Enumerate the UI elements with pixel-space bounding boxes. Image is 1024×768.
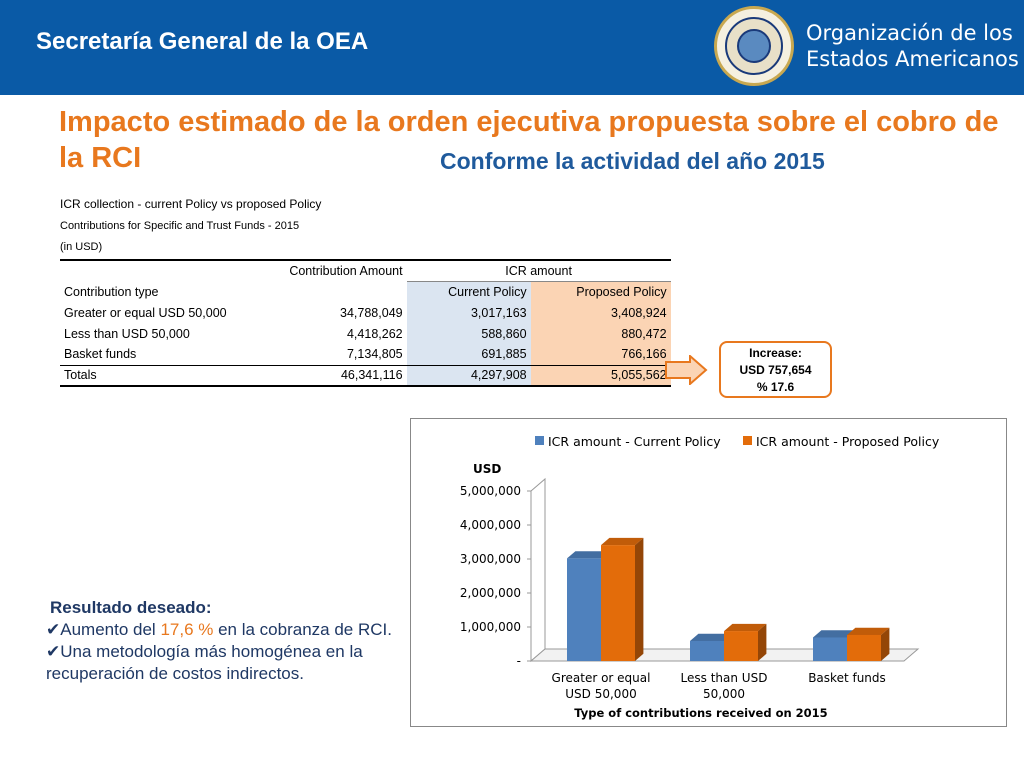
- result-item: ✔Aumento del 17,6 % en la cobranza de RC…: [46, 620, 392, 639]
- bar: [724, 631, 758, 661]
- bar: [601, 545, 635, 661]
- legend-label: ICR amount - Current Policy: [548, 434, 721, 449]
- result-item: ✔Una metodología más homogénea en la rec…: [46, 642, 363, 683]
- results-block: Resultado deseado: ✔Aumento del 17,6 % e…: [46, 597, 396, 685]
- right-arrow-icon: [665, 355, 708, 385]
- bar-top: [601, 537, 644, 546]
- x-tick-label: Basket funds: [808, 671, 886, 685]
- group-header-icr: ICR amount: [406, 259, 671, 282]
- page-title: Impacto estimado de la orden ejecutiva p…: [59, 106, 999, 174]
- table-row: Greater or equal USD 50,000 34,788,049 3…: [60, 302, 671, 323]
- col-header-type: Contribution type: [64, 284, 159, 299]
- icr-table: Contribution Amount ICR amount Contribut…: [60, 259, 671, 387]
- results-heading: Resultado deseado:: [50, 598, 212, 617]
- chart-frame: - 1,000,000 2,000,000 3,000,000 4,000,000 5,0…: [410, 418, 1007, 727]
- row-label: Basket funds: [64, 347, 137, 362]
- bar: [567, 558, 601, 661]
- y-tick-label: 1,000,000: [460, 620, 521, 634]
- table-subtitle: Contributions for Specific and Trust Fun…: [60, 220, 300, 232]
- org-name-line1: Organización de los: [806, 21, 1013, 45]
- row-current: 691,885: [406, 344, 531, 365]
- row-amount: 34,788,049: [340, 305, 403, 320]
- bar-top: [690, 633, 733, 641]
- org-name-line2: Estados Americanos: [806, 47, 1019, 71]
- col-header-proposed: Proposed Policy: [530, 281, 671, 302]
- x-tick-label: 50,000: [703, 687, 745, 701]
- increase-label: Increase:: [749, 346, 802, 360]
- oas-seal-logo: [714, 6, 794, 86]
- group-header-contribution: Contribution Amount: [230, 259, 407, 281]
- y-axis-label: USD: [473, 462, 501, 476]
- bar-side: [635, 537, 644, 661]
- y-tick-label: 4,000,000: [460, 518, 521, 532]
- x-tick-label: USD 50,000: [565, 687, 636, 701]
- y-tick-label: 2,000,000: [460, 586, 521, 600]
- bar-top: [567, 551, 610, 559]
- check-icon: ✔: [46, 620, 61, 639]
- y-tick-label: 5,000,000: [460, 484, 521, 498]
- page-subtitle: Conforme la actividad del año 2015: [440, 148, 825, 174]
- x-tick-label: Greater or equal: [552, 671, 651, 685]
- increase-amount: USD 757,654: [739, 363, 812, 377]
- table-group-header-row: Contribution Amount ICR amount: [60, 259, 671, 282]
- x-tick-label: Less than USD: [681, 671, 768, 685]
- legend-label: ICR amount - Proposed Policy: [756, 434, 940, 449]
- bar: [690, 640, 724, 661]
- row-proposed: 766,166: [530, 344, 671, 365]
- table-totals-row: Totals 46,341,116 4,297,908 5,055,562: [60, 364, 671, 387]
- row-proposed: 3,408,924: [530, 302, 671, 323]
- bar-side: [758, 623, 767, 661]
- row-amount: 7,134,805: [346, 347, 403, 362]
- totals-label: Totals: [60, 364, 231, 387]
- row-proposed: 880,472: [530, 323, 671, 344]
- org-name: Organización de los Estados Americanos: [806, 20, 1019, 72]
- header-title: Secretaría General de la OEA: [36, 28, 369, 55]
- totals-proposed: 5,055,562: [530, 364, 671, 387]
- totals-current: 4,297,908: [406, 364, 531, 387]
- table-header-row: Contribution type Current Policy Propose…: [60, 281, 671, 302]
- chart-side-wall: [530, 477, 546, 663]
- bar-top: [847, 627, 890, 635]
- col-header-current: Current Policy: [406, 281, 531, 302]
- legend-swatch: [535, 436, 544, 445]
- increase-percent: % 17.6: [756, 380, 795, 394]
- row-current: 3,017,163: [406, 302, 531, 323]
- row-amount: 4,418,262: [346, 326, 403, 341]
- table-row: Less than USD 50,000 4,418,262 588,860 8…: [60, 323, 671, 344]
- bar-top: [724, 623, 767, 632]
- bar-chart: - 1,000,000 2,000,000 3,000,000 4,000,000 5,0…: [460, 434, 940, 720]
- table-unit: (in USD): [60, 241, 103, 253]
- totals-amount: 46,341,116: [230, 364, 407, 387]
- table-title: ICR collection - current Policy vs propo…: [60, 197, 322, 211]
- bar: [847, 634, 881, 661]
- row-current: 588,860: [406, 323, 531, 344]
- increase-callout: Increase: USD 757,654 % 17.6: [719, 341, 832, 398]
- y-tick-label: 3,000,000: [460, 552, 521, 566]
- bar: [813, 637, 847, 661]
- row-label: Greater or equal USD 50,000: [64, 305, 227, 320]
- result-highlight: 17,6 %: [160, 620, 214, 639]
- bar-top: [813, 630, 856, 638]
- bar-side: [881, 627, 890, 661]
- row-label: Less than USD 50,000: [64, 326, 190, 341]
- y-tick-label: -: [517, 654, 521, 668]
- check-icon: ✔: [46, 642, 61, 661]
- x-axis-label: Type of contributions received on 2015: [574, 706, 827, 720]
- header-bar: [0, 0, 1024, 95]
- table-row: Basket funds 7,134,805 691,885 766,166: [60, 344, 671, 365]
- legend-swatch: [743, 436, 752, 445]
